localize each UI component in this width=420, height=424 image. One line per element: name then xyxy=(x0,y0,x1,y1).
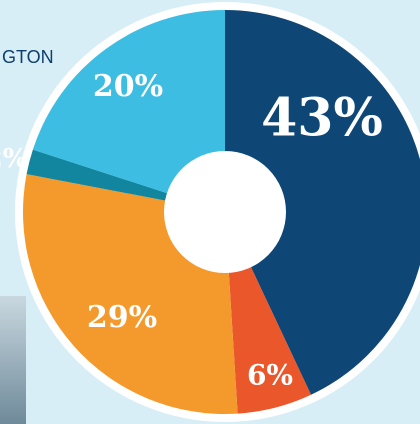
value-label: 2% xyxy=(0,144,28,174)
chart: GTON 43% 6% 29% 2% 20% xyxy=(0,0,420,424)
value-label: 29% xyxy=(87,300,157,335)
photo xyxy=(0,296,26,424)
value-label: 20% xyxy=(93,69,163,104)
donut-hole xyxy=(164,151,286,273)
value-label: 6% xyxy=(247,359,293,392)
value-label: 43% xyxy=(261,88,383,149)
page: {"chart_data": {"type": "donut", "annota… xyxy=(0,0,420,424)
annotation: GTON xyxy=(2,47,54,67)
